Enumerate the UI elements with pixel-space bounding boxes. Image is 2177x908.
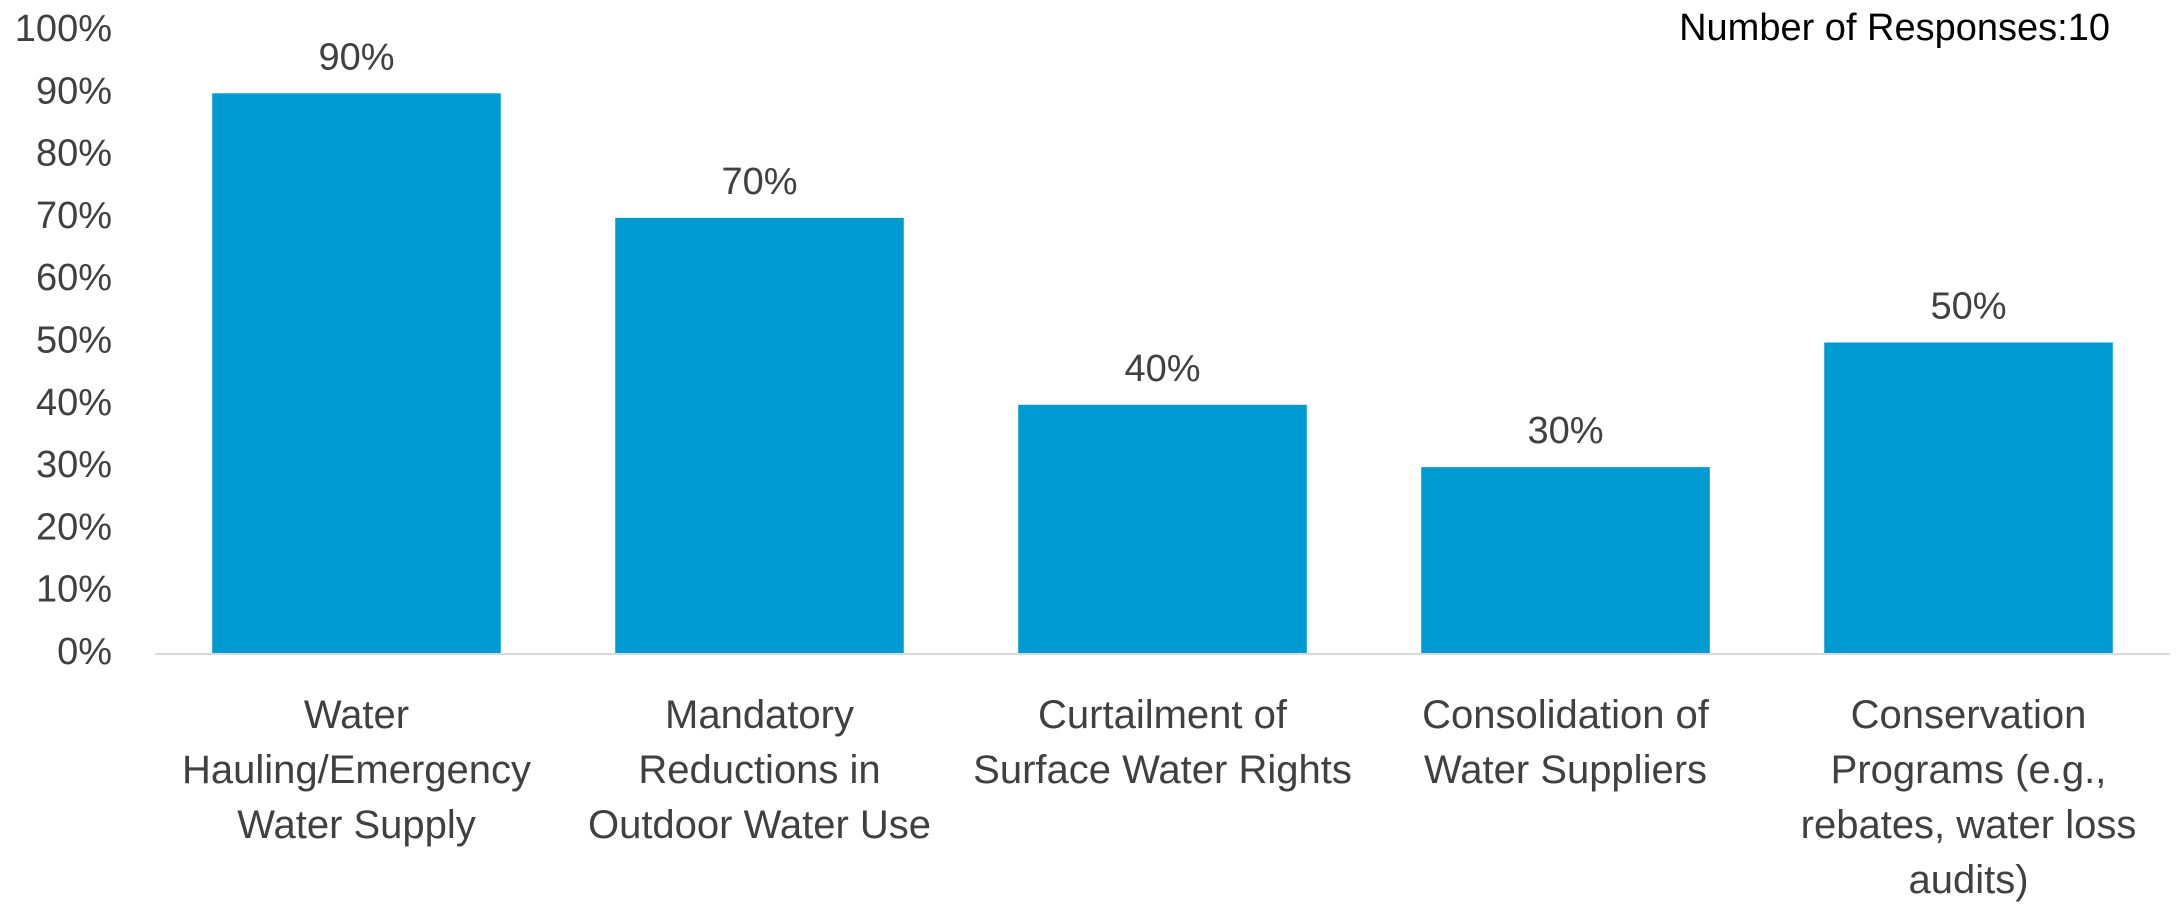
y-tick-label: 80% [36,133,112,175]
x-tick-label: Consolidation of Water Suppliers [1422,693,1709,792]
y-tick-label: 10% [36,569,112,611]
y-tick-label: 60% [36,257,112,299]
value-label: 50% [1930,286,2006,328]
y-tick-label: 90% [36,70,112,112]
value-label: 90% [318,36,394,78]
y-tick-label: 100% [15,8,112,50]
x-tick-label: Water Hauling/Emergency Water Supply [181,693,532,847]
bar [1421,467,1710,654]
y-tick-label: 30% [36,444,112,486]
value-label: 30% [1527,410,1603,452]
bar [1018,404,1307,654]
value-label: 40% [1124,348,1200,390]
y-tick-label: 70% [36,195,112,237]
bar [615,217,904,654]
x-tick-label: Conservation Programs (e.g., rebates, wa… [1800,693,2137,902]
annotation: Number of Responses:10 [1679,7,2110,49]
x-tick-label: Mandatory Reductions in Outdoor Water Us… [587,693,932,847]
y-tick-label: 20% [36,506,112,548]
y-tick-label: 40% [36,382,112,424]
y-tick-label: 0% [57,631,112,673]
x-tick-label: Curtailment of Surface Water Rights [973,693,1352,792]
value-label: 70% [721,161,797,203]
y-tick-label: 50% [36,320,112,362]
bar [212,93,501,655]
bar [1824,342,2113,654]
